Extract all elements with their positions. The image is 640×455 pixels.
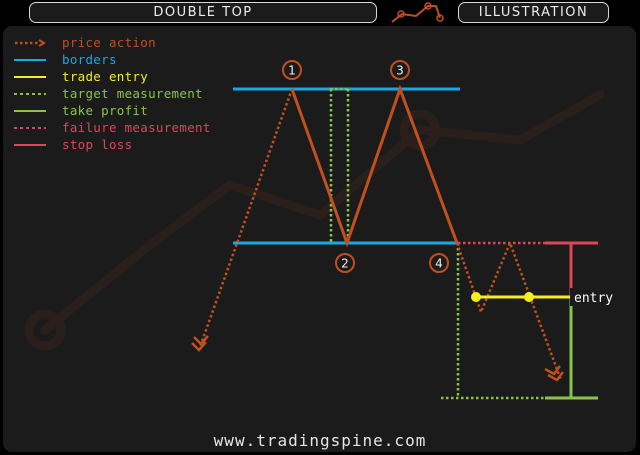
- legend-label: failure measurement: [62, 120, 211, 135]
- legend-item-price-action: price action: [14, 34, 211, 51]
- price-action-lead-in: [198, 88, 294, 348]
- spine-logo-icon: [391, 2, 444, 23]
- legend-item-take-profit: take profit: [14, 102, 211, 119]
- legend-price-action-icon: [15, 38, 46, 47]
- legend-label: borders: [62, 52, 117, 67]
- legend-item-target-measurement: target measurement: [14, 85, 211, 102]
- legend-label: take profit: [62, 103, 149, 118]
- marker-3: 3: [390, 60, 410, 80]
- legend-failure-swatch: [14, 126, 46, 129]
- legend-target-swatch: [14, 92, 46, 95]
- diagram-panel: [3, 26, 636, 452]
- marker-4: 4: [429, 253, 449, 273]
- marker-1-label: 1: [288, 64, 296, 78]
- entry-dot-2: [524, 292, 534, 302]
- legend-item-trade-entry: trade entry: [14, 68, 211, 85]
- marker-1: 1: [282, 60, 302, 80]
- illustration-tab: ILLUSTRATION: [458, 2, 609, 23]
- diagram-title: DOUBLE TOP: [153, 5, 253, 20]
- legend-trade-entry-swatch: [14, 75, 46, 78]
- legend-stop-loss-swatch: [14, 143, 46, 146]
- price-action-breakout: [455, 239, 563, 381]
- entry-label: entry: [574, 291, 613, 306]
- price-action-pattern: [290, 84, 459, 248]
- illustration-label: ILLUSTRATION: [478, 5, 589, 20]
- title-tab: DOUBLE TOP: [29, 2, 377, 23]
- legend: price action borders trade entry target …: [14, 34, 211, 153]
- legend-label: stop loss: [62, 137, 133, 152]
- arrow-end-icon: [544, 365, 564, 382]
- marker-4-label: 4: [435, 257, 443, 271]
- legend-label: target measurement: [62, 86, 203, 101]
- legend-label: trade entry: [62, 69, 149, 84]
- marker-3-label: 3: [396, 64, 404, 78]
- legend-item-stop-loss: stop loss: [14, 136, 211, 153]
- entry-dot-1: [471, 292, 481, 302]
- legend-take-profit-swatch: [14, 109, 46, 112]
- entry-label-bg: [570, 288, 598, 306]
- marker-2-label: 2: [341, 257, 349, 271]
- marker-2: 2: [335, 253, 355, 273]
- footer-url[interactable]: www.tradingspine.com: [213, 431, 427, 450]
- legend-label: price action: [62, 35, 156, 50]
- arrow-start-icon: [191, 335, 209, 352]
- legend-item-borders: borders: [14, 51, 211, 68]
- legend-item-failure-measurement: failure measurement: [14, 119, 211, 136]
- legend-borders-swatch: [14, 58, 46, 61]
